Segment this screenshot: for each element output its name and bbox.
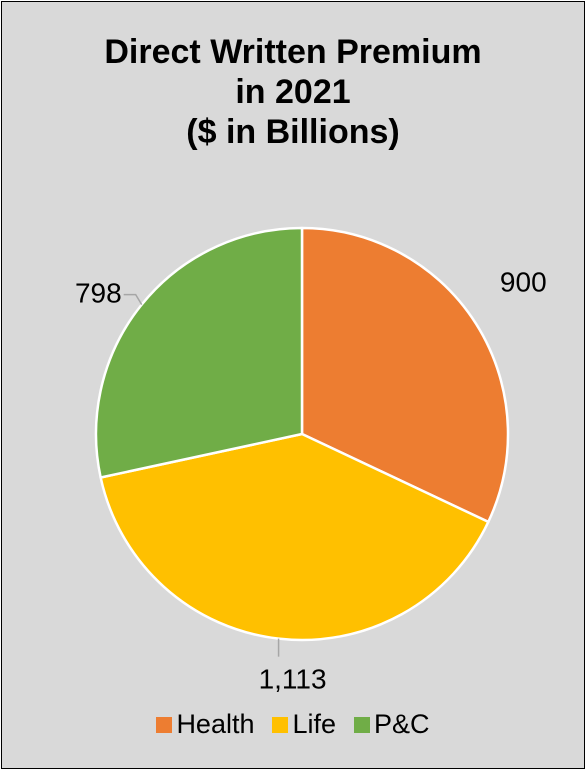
data-label-life: 1,113 [259,664,327,695]
legend-swatch-life [272,716,289,733]
chart-title-line-2: in 2021 [235,73,351,111]
chart-title-line-3: ($ in Billions) [186,113,400,151]
data-label-health: 900 [500,267,547,298]
legend: Health Life P&C [2,709,584,740]
leader-line-pc [123,293,143,306]
legend-item-life: Life [272,709,336,740]
legend-swatch-pc [354,716,371,733]
chart-title: Direct Written Premium in 2021 ($ in Bil… [2,32,584,152]
pie-slice-life [99,432,490,642]
pie-slice-health [300,226,510,524]
legend-swatch-health [156,716,173,733]
legend-label-pc: P&C [374,709,430,739]
chart-title-line-1: Direct Written Premium [104,33,482,71]
legend-item-pc: P&C [354,709,430,740]
legend-label-health: Health [176,709,255,739]
legend-label-life: Life [292,709,337,739]
pie-slice-pc [94,226,304,479]
data-label-pc: 798 [75,278,122,309]
legend-item-health: Health [156,709,254,740]
